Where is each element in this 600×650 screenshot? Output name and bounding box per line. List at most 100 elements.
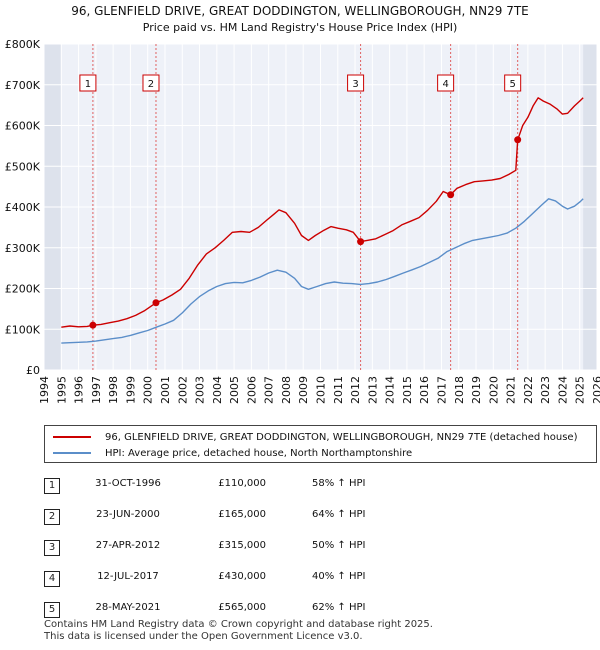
x-tick-label: 1994 xyxy=(38,376,51,404)
transaction-date: 12-JUL-2017 xyxy=(97,571,159,582)
x-tick-label: 2011 xyxy=(332,376,345,404)
x-tick-label: 2015 xyxy=(401,376,414,404)
transaction-hpi: 50% ↑ HPI xyxy=(312,540,366,551)
transaction-number: 4 xyxy=(44,571,60,587)
x-tick-label: 2006 xyxy=(245,376,258,404)
x-tick-label: 1999 xyxy=(124,376,137,404)
transaction-number: 1 xyxy=(44,478,60,494)
sale-label-4: 4 xyxy=(442,79,448,90)
sale-point-5 xyxy=(514,136,522,144)
x-tick-label: 2002 xyxy=(176,376,189,404)
x-tick-label: 2010 xyxy=(315,376,328,404)
y-tick-label: £600K xyxy=(5,120,41,133)
transaction-hpi: 40% ↑ HPI xyxy=(312,571,366,582)
footer-copyright: Contains HM Land Registry data © Crown c… xyxy=(44,619,433,630)
sale-label-box-5 xyxy=(504,74,522,92)
x-tick-label: 2012 xyxy=(349,376,362,404)
sale-label-box-1 xyxy=(79,74,97,92)
x-tick-label: 2000 xyxy=(142,376,155,404)
transaction-number: 5 xyxy=(44,602,60,618)
sale-label-2: 2 xyxy=(148,79,154,90)
grid-lines xyxy=(43,43,598,371)
sale-label-box-4 xyxy=(437,74,455,92)
x-tick-label: 2005 xyxy=(228,376,241,404)
sale-label-5: 5 xyxy=(509,79,515,90)
x-tick-label: 1997 xyxy=(90,376,103,404)
legend-swatch-property xyxy=(53,436,91,438)
x-tick-label: 2026 xyxy=(591,376,600,404)
x-tick-label: 2019 xyxy=(470,376,483,404)
y-tick-label: £800K xyxy=(5,38,41,51)
legend: 96, GLENFIELD DRIVE, GREAT DODDINGTON, W… xyxy=(44,425,597,463)
table-row: 4 12-JUL-2017 £430,000 40% ↑ HPI xyxy=(44,567,584,598)
chart-title: 96, GLENFIELD DRIVE, GREAT DODDINGTON, W… xyxy=(71,4,529,18)
sale-label-3: 3 xyxy=(352,79,358,90)
sale-point-4 xyxy=(447,191,455,199)
x-tick-label: 2001 xyxy=(159,376,172,404)
transaction-date: 23-JUN-2000 xyxy=(96,509,160,520)
hpi-line xyxy=(61,198,584,344)
table-row: 5 28-MAY-2021 £565,000 62% ↑ HPI xyxy=(44,598,584,629)
x-tick-label: 2025 xyxy=(574,376,587,404)
y-tick-label: £400K xyxy=(5,201,41,214)
x-tick-label: 2022 xyxy=(522,376,535,404)
x-tick-label: 2023 xyxy=(539,376,552,404)
x-tick-label: 2007 xyxy=(263,376,276,404)
transaction-hpi: 62% ↑ HPI xyxy=(312,602,366,613)
x-tick-label: 2014 xyxy=(384,376,397,404)
x-tick-labels: 1994 1995 1996 1997 1998 1999 2000 2001 2002 2003… xyxy=(38,376,600,404)
table-row: 3 27-APR-2012 £315,000 50% ↑ HPI xyxy=(44,536,584,567)
sale-point-2 xyxy=(152,299,160,307)
y-tick-label: £100K xyxy=(5,323,41,336)
transaction-number: 2 xyxy=(44,509,60,525)
x-tick-label: 2024 xyxy=(556,376,569,404)
series-lines xyxy=(61,97,584,344)
x-tick-label: 2021 xyxy=(505,376,518,404)
transaction-price: £565,000 xyxy=(218,602,266,613)
chart-subtitle: Price paid vs. HM Land Registry's House … xyxy=(143,21,458,34)
x-tick-label: 2018 xyxy=(453,376,466,404)
transactions-table: 1 31-OCT-1996 £110,000 58% ↑ HPI 2 23-JU… xyxy=(44,474,584,629)
price-chart: 96, GLENFIELD DRIVE, GREAT DODDINGTON, W… xyxy=(5,4,600,404)
footer-licence: This data is licensed under the Open Gov… xyxy=(44,631,363,642)
x-tick-label: 2013 xyxy=(366,376,379,404)
x-tick-label: 2016 xyxy=(418,376,431,404)
y-tick-label: £300K xyxy=(5,242,41,255)
transaction-price: £315,000 xyxy=(218,540,266,551)
y-tick-labels: £0 £100K £200K £300K £400K £500K £600K £700K £80… xyxy=(5,38,41,377)
transaction-date: 31-OCT-1996 xyxy=(95,478,161,489)
x-tick-label: 1998 xyxy=(107,376,120,404)
legend-item-property: 96, GLENFIELD DRIVE, GREAT DODDINGTON, W… xyxy=(53,429,577,445)
x-tick-label: 2017 xyxy=(435,376,448,404)
sale-label-box-3 xyxy=(347,74,365,92)
property-price-line xyxy=(61,97,584,328)
y-tick-label: £500K xyxy=(5,160,41,173)
transaction-price: £430,000 xyxy=(218,571,266,582)
sale-label-1: 1 xyxy=(85,79,91,90)
x-tick-label: 2003 xyxy=(194,376,207,404)
y-tick-label: £700K xyxy=(5,79,41,92)
table-row: 1 31-OCT-1996 £110,000 58% ↑ HPI xyxy=(44,474,584,505)
sale-labels: 1 2 3 4 5 xyxy=(79,74,522,92)
transaction-date: 27-APR-2012 xyxy=(95,540,161,551)
sale-points xyxy=(89,136,522,329)
footer: Contains HM Land Registry data © Crown c… xyxy=(44,619,433,643)
table-row: 2 23-JUN-2000 £165,000 64% ↑ HPI xyxy=(44,505,584,536)
transaction-price: £110,000 xyxy=(218,478,266,489)
transaction-hpi: 58% ↑ HPI xyxy=(312,478,366,489)
sale-point-3 xyxy=(357,238,365,246)
legend-swatch-hpi xyxy=(53,452,91,454)
legend-label-property: 96, GLENFIELD DRIVE, GREAT DODDINGTON, W… xyxy=(105,431,578,443)
transaction-number: 3 xyxy=(44,540,60,556)
y-tick-label: £0 xyxy=(26,364,40,377)
x-tick-label: 2004 xyxy=(211,376,224,404)
x-tick-label: 2009 xyxy=(297,376,310,404)
x-tick-label: 1995 xyxy=(55,376,68,404)
y-tick-label: £200K xyxy=(5,283,41,296)
x-tick-label: 1996 xyxy=(73,376,86,404)
sale-point-1 xyxy=(89,321,97,329)
x-tick-label: 2020 xyxy=(487,376,500,404)
legend-item-hpi: HPI: Average price, detached house, Nort… xyxy=(53,445,412,461)
transaction-price: £165,000 xyxy=(218,509,266,520)
transaction-hpi: 64% ↑ HPI xyxy=(312,509,366,520)
